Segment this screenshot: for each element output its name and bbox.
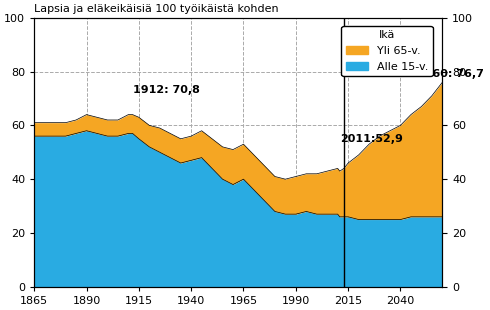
Legend: Yli 65-v., Alle 15-v.: Yli 65-v., Alle 15-v. — [342, 26, 433, 76]
Text: Lapsia ja eläkeikäisiä 100 työikäistä kohden: Lapsia ja eläkeikäisiä 100 työikäistä ko… — [34, 4, 279, 14]
Text: 2011:52,9: 2011:52,9 — [340, 134, 403, 144]
Text: 2060: 76,7: 2060: 76,7 — [417, 69, 484, 79]
Text: 1912: 70,8: 1912: 70,8 — [133, 85, 199, 95]
